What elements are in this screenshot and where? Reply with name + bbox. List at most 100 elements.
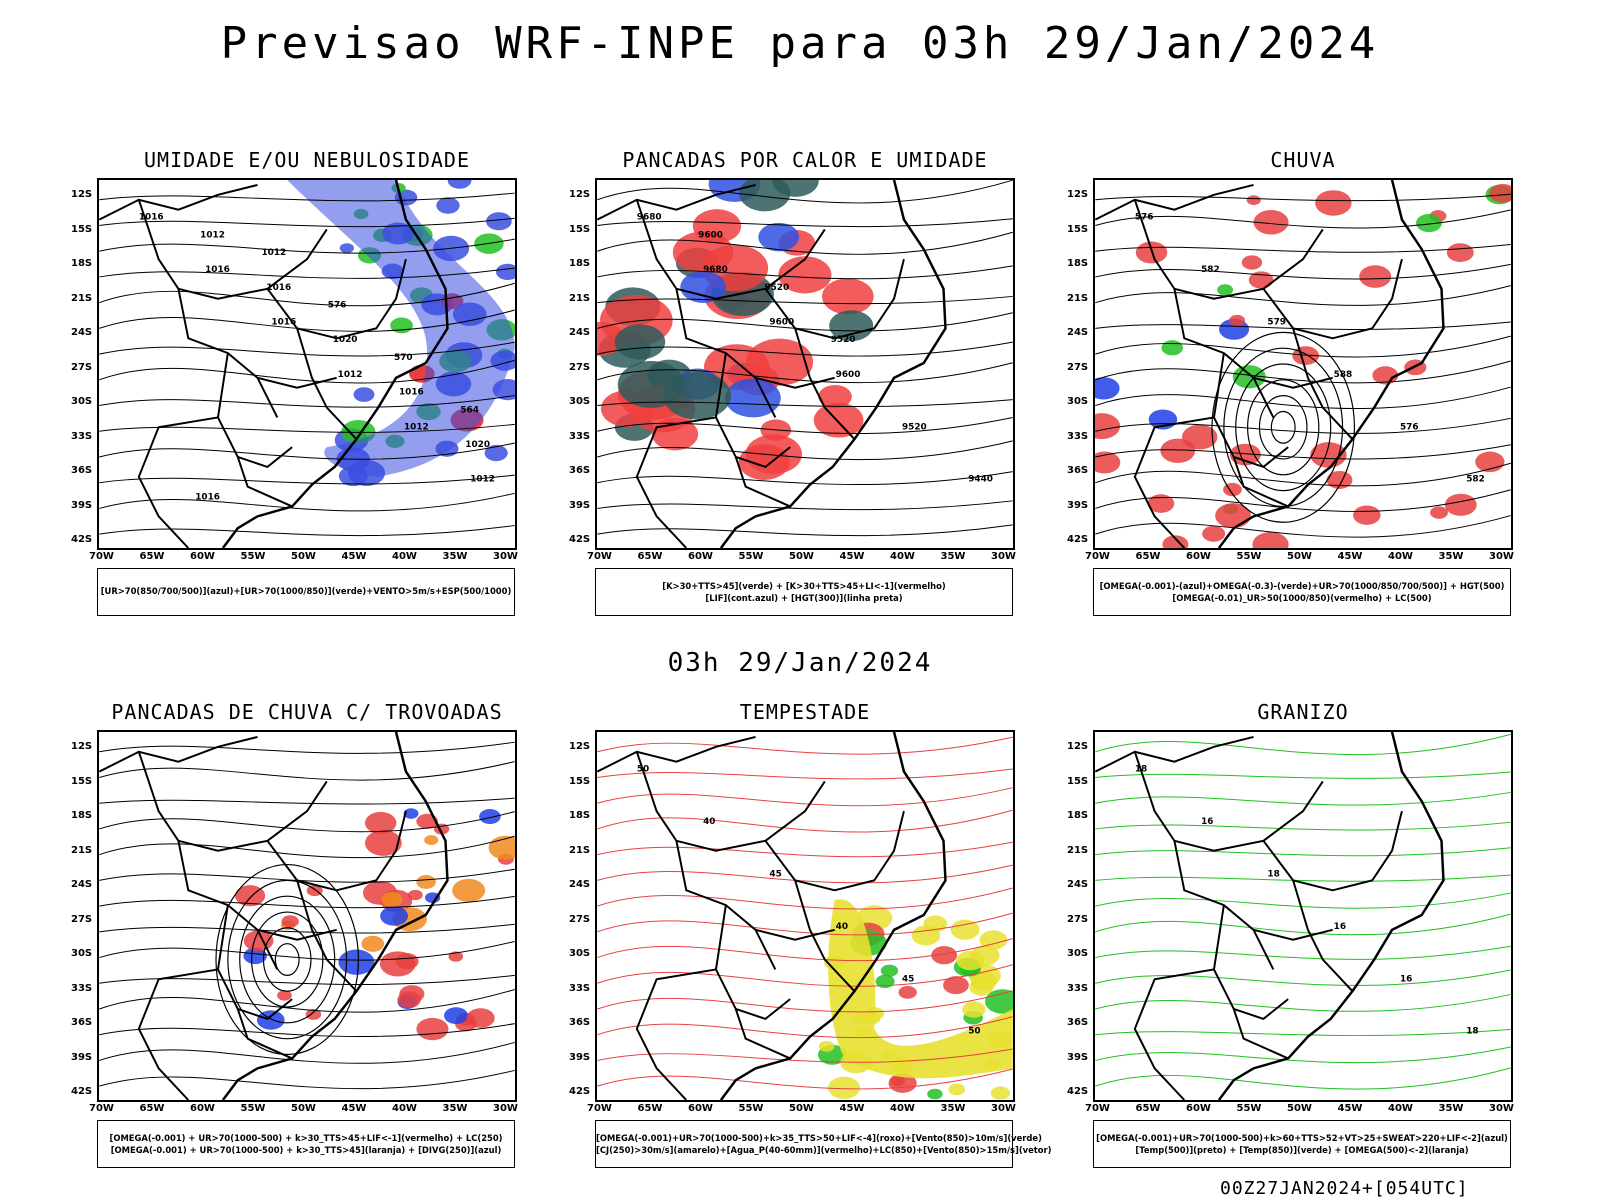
field-shading-blob bbox=[758, 222, 800, 252]
latitude-tick-label: 39S bbox=[71, 499, 93, 511]
field-shading-blob bbox=[927, 1088, 943, 1100]
contour-line bbox=[1095, 321, 1511, 330]
country-border bbox=[257, 928, 337, 941]
field-shading-blob bbox=[416, 875, 436, 889]
latitude-tick-label: 12S bbox=[569, 741, 591, 752]
country-border bbox=[794, 328, 856, 440]
field-shading-blob bbox=[1095, 377, 1120, 400]
latitude-tick-label: 12S bbox=[71, 189, 93, 200]
weather-map-chuva: 576 582 579 588 576 582 bbox=[1093, 178, 1513, 550]
field-shading-blob bbox=[353, 387, 375, 402]
contour-label: 1012 bbox=[200, 230, 225, 240]
page-title: Previsao WRF-INPE para 03h 29/Jan/2024 bbox=[220, 18, 1380, 69]
contour-label: 50 bbox=[637, 765, 649, 775]
contour-line bbox=[99, 423, 515, 433]
contour-label: 9520 bbox=[764, 283, 789, 293]
panel-title-pancadas-de-chuva-c-trovoadas: PANCADAS DE CHUVA C/ TROVOADAS bbox=[111, 700, 503, 724]
field-shading-blob bbox=[818, 384, 852, 409]
field-shading-blob bbox=[1430, 506, 1448, 519]
contour-line bbox=[1095, 993, 1511, 1012]
contour-label: 16 bbox=[1201, 817, 1213, 827]
contour-line bbox=[1095, 969, 1511, 986]
contour-line bbox=[597, 787, 1013, 807]
legend-line: [OMEGA(-0.001) + UR>70(1000-500) + k>30_… bbox=[109, 1133, 503, 1143]
field-shading-blob bbox=[943, 976, 969, 995]
field-shading-blob bbox=[338, 949, 375, 975]
contour-line bbox=[597, 362, 1013, 384]
field-shading-blob bbox=[818, 1040, 835, 1052]
field-shading-blob bbox=[663, 371, 732, 420]
latitude-tick-label: 39S bbox=[569, 1051, 591, 1063]
longitude-tick-label: 55W bbox=[240, 1103, 266, 1114]
contour-line bbox=[1095, 515, 1511, 538]
legend-box-pancadas-de-chuva-c-trovoadas: [OMEGA(-0.001) + UR>70(1000-500) + k>30_… bbox=[97, 1120, 515, 1168]
low-pressure-ring bbox=[251, 911, 324, 1008]
latitude-tick-label: 30S bbox=[1067, 948, 1089, 959]
country-border bbox=[236, 1008, 293, 1060]
contour-line bbox=[597, 990, 1013, 1013]
longitude-tick-label: 35W bbox=[1438, 1103, 1464, 1114]
field-shading-blob bbox=[1353, 505, 1381, 525]
field-shading-blob bbox=[1359, 265, 1392, 288]
latitude-tick-label: 30S bbox=[1067, 396, 1089, 407]
country-border bbox=[794, 880, 856, 992]
field-shading-blob bbox=[1215, 503, 1251, 529]
contour-line bbox=[597, 417, 1013, 434]
field-shading-blob bbox=[416, 1017, 449, 1041]
country-border bbox=[635, 968, 717, 1100]
longitude-tick-label: 65W bbox=[139, 1103, 165, 1114]
latitude-tick-label: 27S bbox=[1067, 913, 1089, 925]
latitude-tick-label: 15S bbox=[569, 775, 591, 787]
contour-line bbox=[1095, 209, 1511, 229]
contour-line bbox=[1095, 386, 1511, 409]
country-border bbox=[1095, 735, 1254, 773]
weather-map-pancadas-de-chuva-c-trovoadas bbox=[97, 730, 517, 1102]
contour-line bbox=[99, 217, 515, 228]
field-shading-blob bbox=[1315, 190, 1352, 216]
country-border bbox=[296, 328, 358, 440]
field-shading-blob bbox=[305, 1008, 322, 1020]
coastline bbox=[719, 180, 947, 548]
legend-line: [CJ(250)>30m/s](amarelo)+[Agua_P(40-60mm… bbox=[596, 1145, 1052, 1155]
contour-line bbox=[597, 841, 1013, 858]
contour-line bbox=[1095, 335, 1511, 358]
field-shading-blob bbox=[1415, 213, 1442, 233]
contour-line bbox=[597, 180, 1013, 204]
field-shading-blob bbox=[1241, 255, 1263, 270]
longitude-tick-label: 70W bbox=[1085, 1103, 1110, 1114]
field-shading-blob bbox=[1326, 470, 1353, 489]
field-shading-blob bbox=[948, 1083, 966, 1096]
contour-line bbox=[99, 282, 515, 307]
contour-line bbox=[1095, 1067, 1511, 1090]
field-shading-blob bbox=[880, 964, 899, 977]
longitude-tick-label: 60W bbox=[190, 1103, 215, 1114]
legend-box-umidade-e-ou-nebulosidade: [UR>70(850/700/500)](azul)+[UR>70(1000/8… bbox=[97, 568, 515, 616]
field-shading-blob bbox=[1446, 243, 1474, 263]
longitude-tick-label: 50W bbox=[789, 1103, 814, 1114]
low-pressure-ring bbox=[227, 879, 348, 1040]
contour-label: 570 bbox=[394, 353, 413, 363]
longitude-tick-label: 70W bbox=[89, 1103, 114, 1114]
contour-line bbox=[99, 974, 515, 986]
field-shading-blob bbox=[828, 1076, 861, 1100]
contour-line bbox=[1095, 892, 1511, 909]
panel-title-tempestade: TEMPESTADE bbox=[739, 700, 871, 724]
contour-line bbox=[99, 895, 515, 909]
country-border bbox=[266, 810, 407, 892]
country-border bbox=[137, 199, 328, 300]
latitude-tick-label: 42S bbox=[1067, 534, 1089, 545]
country-border bbox=[296, 880, 358, 992]
latitude-tick-label: 24S bbox=[1067, 879, 1089, 890]
latitude-tick-label: 12S bbox=[71, 741, 93, 752]
latitude-tick-label: 33S bbox=[569, 982, 591, 994]
legend-line: [UR>70(850/700/500)](azul)+[UR>70(1000/8… bbox=[100, 586, 512, 596]
country-border bbox=[1232, 456, 1289, 508]
coastline bbox=[1217, 180, 1445, 548]
low-pressure-ring bbox=[1235, 363, 1332, 492]
latitude-tick-label: 39S bbox=[71, 1051, 93, 1063]
contour-line bbox=[1095, 913, 1511, 936]
latitude-tick-label: 21S bbox=[569, 844, 591, 856]
low-pressure-ring bbox=[274, 943, 300, 976]
field-shading-blob bbox=[281, 915, 299, 928]
contour-line bbox=[99, 341, 515, 357]
